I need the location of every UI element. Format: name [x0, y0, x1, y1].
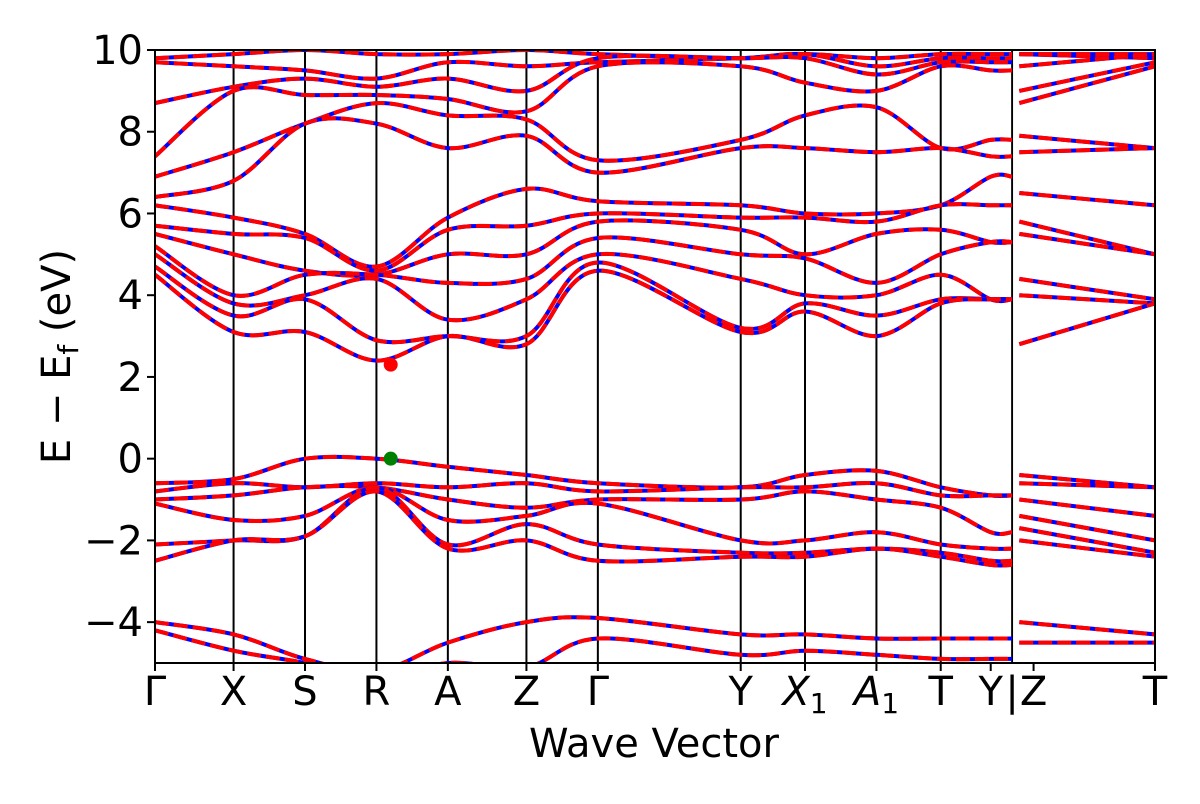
y-axis-ticks: −4 −2 0 2 4 6 8 10: [84, 28, 155, 646]
vbm-marker: [383, 451, 398, 466]
band-12-seg-0-dashed: [155, 268, 1013, 363]
x-axis-ticks: Γ X S R A Z Γ Y X1 A1 T Y | Z T: [144, 663, 1168, 720]
x-axis-label: Wave Vector: [529, 721, 780, 767]
band-13-seg-0-dashed: [155, 454, 1013, 499]
x-tick-label-10: T: [927, 669, 953, 715]
band-14-seg-1-dashed: [1019, 481, 1155, 490]
band-14-seg-0-dashed: [155, 480, 1013, 499]
band-edge-markers: [383, 357, 398, 466]
x-tick-label-5: Z: [513, 669, 540, 715]
axes-frame: [154, 49, 1156, 664]
band-9-seg-0-dashed: [155, 235, 1013, 298]
band-15-seg-0-dashed: [155, 483, 1013, 537]
band-16-seg-1-dashed: [1018, 513, 1155, 543]
band-10-seg-0-dashed: [155, 251, 1013, 323]
band-11-seg-0-dashed: [155, 260, 1013, 345]
y-tick-label-1: −2: [84, 518, 143, 564]
band-8-seg-0-dashed: [155, 218, 1013, 278]
x-tick-label-9: A1: [851, 669, 899, 720]
x-tick-label-2: S: [292, 669, 317, 715]
y-tick-label-2: 0: [118, 437, 143, 483]
x-tick-label-6: Γ: [587, 669, 610, 715]
band-10-seg-1-dashed: [1019, 276, 1155, 302]
x-tick-label-3: R: [363, 669, 391, 715]
band-lines: [155, 50, 1155, 663]
band-7-seg-1-dashed: [1019, 191, 1155, 208]
y-tick-label-0: −4: [84, 600, 143, 646]
band-17-seg-1-dashed: [1018, 526, 1155, 555]
band-18-seg-1-dashed: [1019, 538, 1155, 559]
band-3-seg-0-dashed: [155, 60, 1013, 158]
y-tick-label-5: 6: [118, 191, 143, 237]
cbm-marker: [383, 357, 398, 372]
y-tick-label-7: 10: [92, 28, 143, 74]
x-tick-label-1: X: [220, 669, 247, 715]
y-tick-label-4: 4: [118, 273, 143, 319]
y-axis-label: E − Ef (eV): [34, 249, 85, 464]
band-19-seg-1-dashed: [1019, 620, 1155, 637]
x-tick-label-14: T: [1142, 669, 1168, 715]
y-tick-label-3: 2: [118, 355, 143, 401]
panel-break-gap: [1013, 50, 1021, 663]
band-5-seg-0-dashed: [155, 116, 1013, 200]
x-tick-label-13: Z: [1020, 669, 1047, 715]
band-3-seg-1-dashed: [1018, 60, 1155, 93]
band-8-seg-1-dashed: [1018, 219, 1155, 257]
band-2-seg-0-dashed: [155, 53, 1013, 106]
band-1-seg-0-dashed: [155, 51, 1013, 81]
band-7-seg-0-dashed: [155, 202, 1013, 273]
band-19-seg-0-dashed: [155, 615, 1013, 663]
y-axis-label-text: E − Ef (eV): [34, 249, 85, 464]
band-16-seg-0-dashed: [155, 485, 1013, 551]
x-tick-label-4: A: [434, 669, 462, 715]
band-18-seg-0-dashed: [155, 489, 1013, 568]
x-tick-label-11: Y: [977, 669, 1003, 715]
band-2-seg-1-dashed: [1019, 52, 1155, 69]
x-tick-label-12: |: [1005, 669, 1018, 715]
band-15-seg-1-dashed: [1019, 497, 1155, 518]
band-11-seg-1-dashed: [1019, 293, 1155, 306]
band-4-seg-1-dashed: [1018, 64, 1155, 106]
x-tick-label-8: X1: [780, 669, 827, 720]
x-tick-label-0: Γ: [144, 669, 167, 715]
band-6-seg-1-dashed: [1019, 146, 1155, 155]
band-12-seg-1-dashed: [1018, 301, 1155, 347]
y-tick-label-6: 8: [118, 110, 143, 156]
band-0-seg-0-dashed: [155, 50, 1013, 61]
axes-border: [154, 49, 1156, 664]
band-9-seg-1-dashed: [1019, 231, 1155, 257]
band-17-seg-0-dashed: [155, 485, 1013, 564]
x-tick-label-7: Y: [727, 669, 753, 715]
